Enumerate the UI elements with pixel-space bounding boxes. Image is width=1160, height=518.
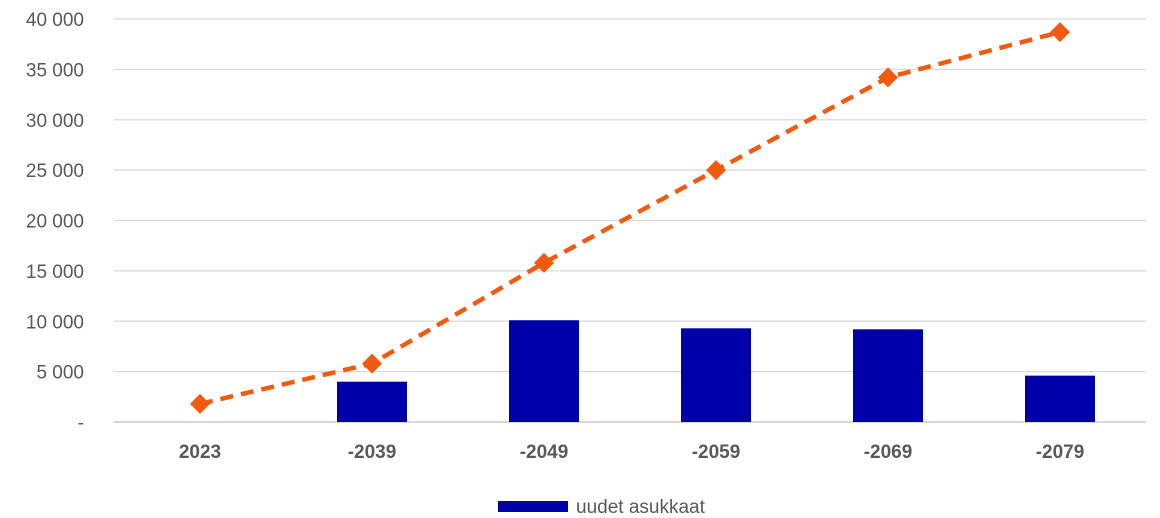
- y-tick-label: -: [78, 413, 84, 434]
- line-marker: [1050, 22, 1070, 43]
- gridlines: [114, 18, 1146, 423]
- line-marker: [534, 252, 554, 273]
- legend-label: uudet asukkaat: [576, 497, 706, 518]
- y-tick-label: 35 000: [26, 60, 84, 81]
- x-tick-label: -2039: [348, 442, 397, 463]
- x-tick-label: 2023: [179, 442, 221, 463]
- y-tick-label: 5 000: [36, 363, 84, 384]
- y-tick-label: 30 000: [26, 111, 84, 132]
- series-line: [199, 29, 1061, 407]
- x-axis: 2023 -2039 -2049 -2059 -2069 -2079: [179, 442, 1084, 463]
- x-tick-label: -2059: [692, 442, 741, 463]
- y-tick-label: 25 000: [26, 161, 84, 182]
- line-series: [190, 22, 1070, 414]
- line-marker: [878, 67, 898, 88]
- y-tick-label: 15 000: [26, 262, 84, 283]
- bar-series: [337, 320, 1095, 422]
- legend: uudet asukkaat: [498, 497, 706, 518]
- y-tick-label: 10 000: [26, 312, 84, 333]
- x-tick-label: -2079: [1036, 442, 1085, 463]
- line-marker: [362, 353, 382, 374]
- bar: [681, 328, 751, 422]
- line-marker: [706, 160, 726, 181]
- y-axis: - 5 000 10 000 15 000 20 000 25 000 30 000 35 0…: [26, 10, 84, 434]
- x-tick-label: -2069: [864, 442, 913, 463]
- bar: [337, 381, 407, 422]
- line-marker: [190, 393, 210, 414]
- legend-swatch: [498, 501, 568, 512]
- y-tick-label: 40 000: [26, 10, 84, 31]
- bar: [853, 329, 923, 422]
- bar: [1025, 375, 1095, 422]
- x-tick-label: -2049: [520, 442, 569, 463]
- y-tick-label: 20 000: [26, 212, 84, 233]
- bar: [509, 320, 579, 422]
